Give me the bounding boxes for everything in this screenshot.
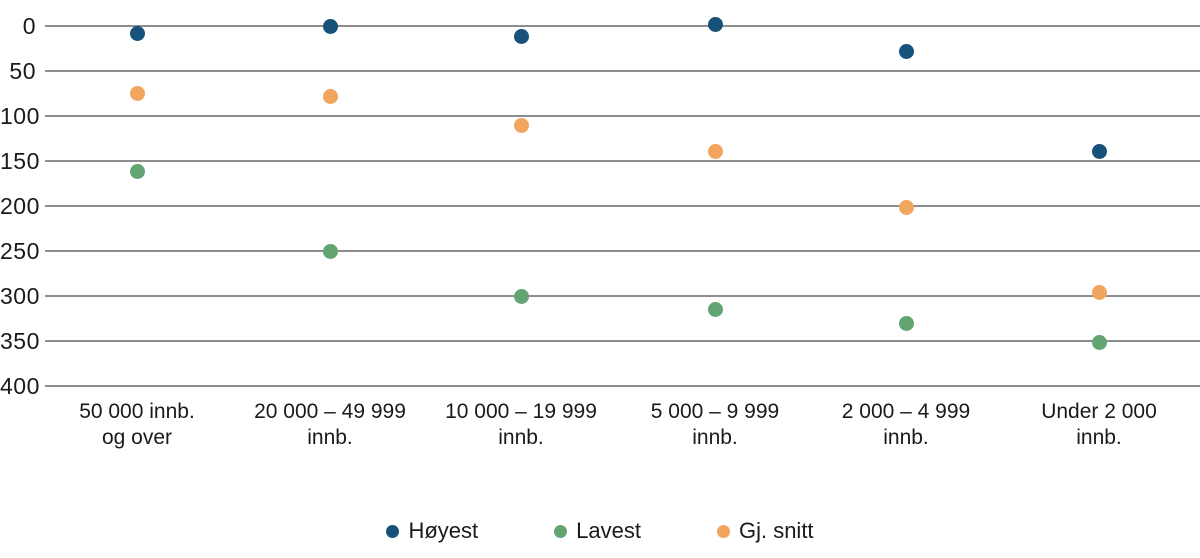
data-point-gj-snitt — [322, 88, 338, 104]
data-point-h-yest — [513, 29, 529, 45]
data-point-h-yest — [707, 16, 723, 32]
legend-label: Gj. snitt — [738, 518, 814, 543]
legend-item-gj-snitt: Gj. snitt — [716, 518, 814, 544]
data-point-lavest — [1091, 335, 1107, 351]
y-tick-label: 50 — [9, 58, 36, 84]
y-tick-label: 350 — [0, 328, 40, 354]
x-category-label: 5 000 – 9 999 innb. — [605, 399, 825, 451]
gridline — [45, 250, 1200, 252]
plot-area: 0 50 100 150 200 250 300 350 400 50 000 innb. og o… — [0, 13, 1200, 451]
x-category-label-line: 50 000 innb. — [79, 400, 195, 423]
x-category-label: 20 000 – 49 999 innb. — [220, 399, 440, 451]
data-point-gj-snitt — [129, 86, 145, 101]
x-category-label-line: 10 000 – 19 999 — [445, 400, 597, 423]
gridline — [45, 115, 1200, 117]
data-point-lavest — [322, 243, 338, 259]
x-category-label: 50 000 innb. og over — [27, 399, 247, 451]
gridline — [45, 25, 1200, 27]
y-tick-label: 150 — [0, 148, 40, 174]
gridline — [45, 205, 1200, 207]
data-point-gj-snitt — [707, 143, 723, 159]
legend-item-h-yest: Høyest — [386, 518, 478, 544]
gridline — [45, 340, 1200, 342]
x-category-label-line: og over — [101, 426, 173, 449]
gridline — [45, 295, 1200, 297]
y-tick-label: 0 — [22, 13, 36, 39]
y-tick-label: 250 — [0, 238, 40, 264]
x-category-label-line: 5 000 – 9 999 — [650, 400, 780, 423]
y-tick-label: 400 — [0, 373, 40, 399]
x-category-label-line: Under 2 000 — [1041, 400, 1157, 423]
gridline — [45, 385, 1200, 387]
y-tick-label: 200 — [0, 193, 40, 219]
gridline — [45, 70, 1200, 72]
data-point-lavest — [129, 164, 145, 180]
data-point-h-yest — [1091, 143, 1107, 159]
legend-label: Lavest — [576, 518, 641, 543]
x-category-label: Under 2 000 innb. — [989, 399, 1200, 451]
y-tick-label: 300 — [0, 283, 40, 309]
data-point-lavest — [513, 288, 529, 304]
data-point-gj-snitt — [898, 200, 914, 216]
x-category-label: 2 000 – 4 999 innb. — [796, 399, 1016, 451]
data-point-h-yest — [129, 25, 145, 41]
data-point-h-yest — [322, 18, 338, 34]
legend-dot-icon — [716, 524, 730, 538]
x-category-label-line: innb. — [692, 426, 738, 449]
gridline — [45, 160, 1200, 162]
x-category-label-line: innb. — [883, 426, 929, 449]
x-category-label-line: 20 000 – 49 999 — [254, 400, 406, 423]
data-point-gj-snitt — [513, 117, 529, 133]
data-point-h-yest — [898, 43, 914, 59]
x-category-label-line: innb. — [1076, 426, 1122, 449]
data-point-lavest — [707, 302, 723, 317]
x-category-label-line: 2 000 – 4 999 — [841, 400, 971, 423]
legend-label: Høyest — [408, 518, 479, 543]
y-tick-label: 100 — [0, 103, 40, 129]
data-point-lavest — [898, 315, 914, 331]
legend-dot-icon — [386, 524, 400, 538]
x-category-label-line: innb. — [498, 426, 544, 449]
legend-dot-icon — [554, 524, 568, 538]
x-category-label-line: innb. — [307, 426, 353, 449]
legend-item-lavest: Lavest — [554, 518, 641, 544]
data-point-gj-snitt — [1091, 284, 1107, 300]
legend: Høyest Lavest Gj. snitt — [0, 518, 1200, 544]
x-category-label: 10 000 – 19 999 innb. — [411, 399, 631, 451]
